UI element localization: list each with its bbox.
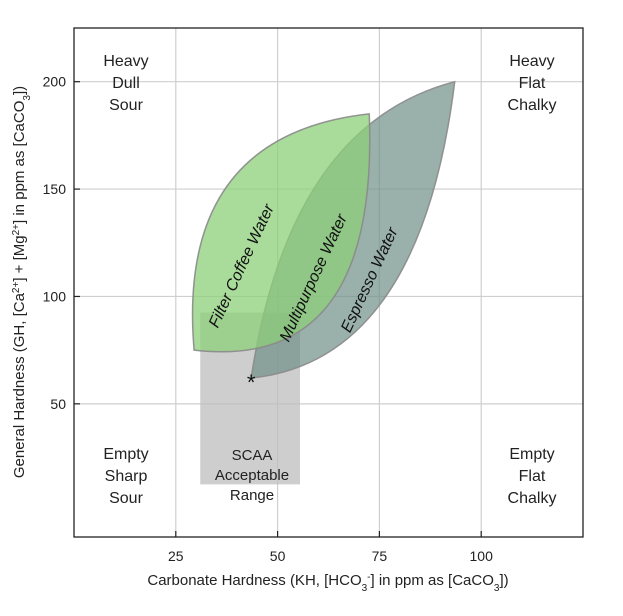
corner-top-left-line-3: Sour [109,97,143,114]
x-tick-label-75: 75 [372,548,388,564]
corner-bottom-right-line-3: Chalky [508,490,557,507]
scaa-label-line-2: Acceptable [215,467,289,484]
x-tick-label-50: 50 [270,548,286,564]
corner-bottom-right-line-1: Empty [509,446,554,463]
plot-frame [73,27,584,538]
y-tick-label-200: 200 [43,74,67,90]
filter-coffee-water-region [191,113,371,353]
corner-label-top-right: Heavy Flat Chalky [508,53,557,114]
corner-top-left-line-1: Heavy [103,53,148,70]
y-tick-label-150: 150 [43,181,67,197]
y-tick-label-50: 50 [50,396,66,412]
corner-bottom-left-line-2: Sharp [105,468,148,485]
corner-label-bottom-right: Empty Flat Chalky [508,446,557,507]
corner-label-bottom-left: Empty Sharp Sour [103,446,148,507]
corner-top-left-line-2: Dull [112,75,140,92]
corner-bottom-right-line-2: Flat [519,468,546,485]
axis-ticks: 25 50 75 100 50 100 150 200 [43,74,493,564]
corner-top-right-line-2: Flat [519,75,546,92]
scaa-label: SCAA Acceptable Range [215,447,289,504]
corner-bottom-left-line-1: Empty [103,446,148,463]
y-axis-label: General Hardness (GH, [Ca2+] + [Mg2+] in… [11,86,33,478]
marker-star: * [247,370,256,395]
x-tick-label-25: 25 [168,548,184,564]
x-tick-label-100: 100 [470,548,494,564]
y-tick-label-100: 100 [43,288,67,304]
scaa-label-line-1: SCAA [232,447,273,464]
x-axis-label: Carbonate Hardness (KH, [HCO3-] in ppm a… [147,572,508,594]
scaa-label-line-3: Range [230,487,274,504]
corner-top-right-line-3: Chalky [508,97,557,114]
corner-label-top-left: Heavy Dull Sour [103,53,148,114]
regions [191,80,456,485]
corner-bottom-left-line-3: Sour [109,490,143,507]
corner-top-right-line-1: Heavy [509,53,554,70]
